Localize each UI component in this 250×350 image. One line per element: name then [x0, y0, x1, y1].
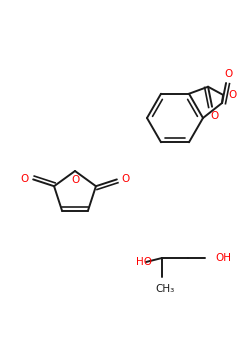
Text: O: O	[20, 174, 28, 184]
Text: O: O	[122, 174, 130, 184]
Text: OH: OH	[215, 253, 231, 263]
Text: O: O	[71, 175, 79, 185]
Text: CH₃: CH₃	[156, 284, 174, 294]
Text: O: O	[210, 111, 218, 121]
Text: O: O	[228, 90, 236, 100]
Text: O: O	[224, 69, 232, 79]
Text: HO: HO	[136, 257, 152, 267]
